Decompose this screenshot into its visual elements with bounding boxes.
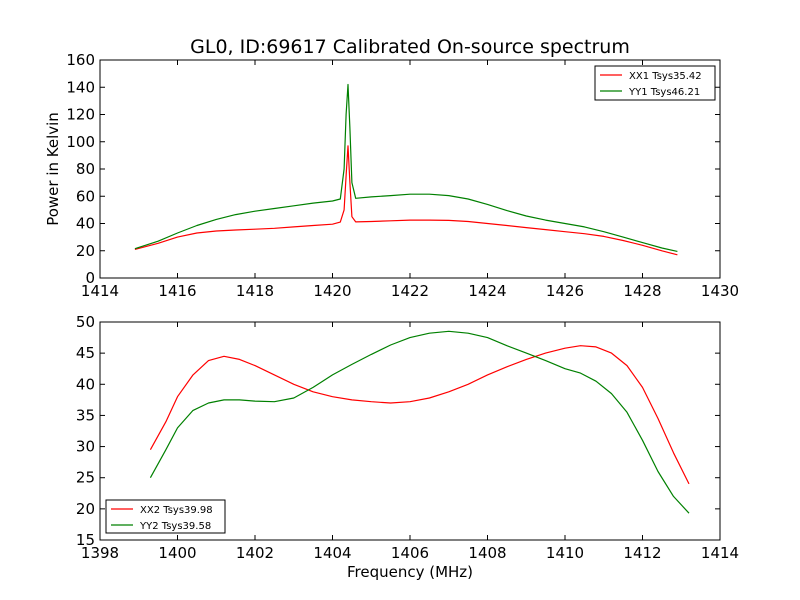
subplot-1: 1414 1416 1418 1420 1422 1424 1426 1428 1430 0 20 4… — [66, 51, 739, 300]
legend-box — [594, 65, 716, 101]
y-tick-label: 80 — [76, 160, 95, 178]
x-tick-label: 1424 — [468, 282, 506, 300]
series-line-2-1 — [149, 345, 690, 485]
y-tick-label: 35 — [76, 406, 95, 424]
x-tick-label: 1398 — [81, 544, 119, 562]
legend-label: YY1 Tsys46.21 — [628, 87, 700, 98]
legend-label: XX1 Tsys35.42 — [629, 71, 702, 82]
legend-1: XX1 Tsys35.42 YY1 Tsys46.21 — [594, 65, 716, 101]
series-line-1-2 — [134, 83, 678, 252]
x-tick-label: 1404 — [313, 544, 351, 562]
y-tick-label: 15 — [76, 531, 95, 549]
x-tick-label: 1408 — [468, 544, 506, 562]
x-tick-label: 1410 — [546, 544, 584, 562]
x-axis-label: Frequency (MHz) — [347, 563, 473, 581]
x-tick-label: 1414 — [81, 282, 119, 300]
x-tick-label: 1412 — [623, 544, 661, 562]
plot-layer: 1414 1416 1418 1420 1422 1424 1426 1428 1430 0 20 4… — [66, 51, 739, 562]
y-tick-label: 140 — [66, 78, 95, 96]
series-line-2-2 — [149, 330, 690, 514]
y-tick-label: 50 — [76, 313, 95, 331]
x-tick-label: 1428 — [623, 282, 661, 300]
x-tick-label: 1420 — [313, 282, 351, 300]
series-line-1-1 — [134, 145, 678, 256]
legend-label: YY2 Tsys39.58 — [139, 521, 211, 532]
x-tick-label: 1414 — [701, 544, 739, 562]
y-tick-label: 160 — [66, 51, 95, 69]
y-tick-label: 20 — [76, 242, 95, 260]
y-axis-label: Power in Kelvin — [44, 112, 62, 226]
legend-box — [105, 499, 226, 534]
y-tick-label: 25 — [76, 469, 95, 487]
legend-label: XX2 Tsys39.98 — [140, 505, 213, 516]
x-tick-label: 1422 — [391, 282, 429, 300]
x-tick-label: 1430 — [701, 282, 739, 300]
x-tick-label: 1418 — [236, 282, 274, 300]
y-tick-label: 60 — [76, 187, 95, 205]
chart-title: GL0, ID:69617 Calibrated On-source spect… — [190, 36, 630, 58]
y-tick-label: 120 — [66, 106, 95, 124]
y-tick-label: 45 — [76, 344, 95, 362]
x-tick-label: 1400 — [158, 544, 196, 562]
x-tick-label: 1406 — [391, 544, 429, 562]
y-tick-label: 40 — [76, 215, 95, 233]
x-tick-label: 1416 — [158, 282, 196, 300]
subplot-2: 1398 1400 1402 1404 1406 1408 1410 1412 1414 15 20… — [76, 313, 739, 562]
y-tick-label: 40 — [76, 375, 95, 393]
x-tick-label: 1426 — [546, 282, 584, 300]
y-tick-label: 20 — [76, 500, 95, 518]
y-tick-label: 30 — [76, 438, 95, 456]
y-tick-label: 0 — [85, 269, 95, 287]
y-tick-label: 100 — [66, 133, 95, 151]
legend-2: XX2 Tsys39.98 YY2 Tsys39.58 — [105, 499, 226, 534]
x-tick-label: 1402 — [236, 544, 274, 562]
